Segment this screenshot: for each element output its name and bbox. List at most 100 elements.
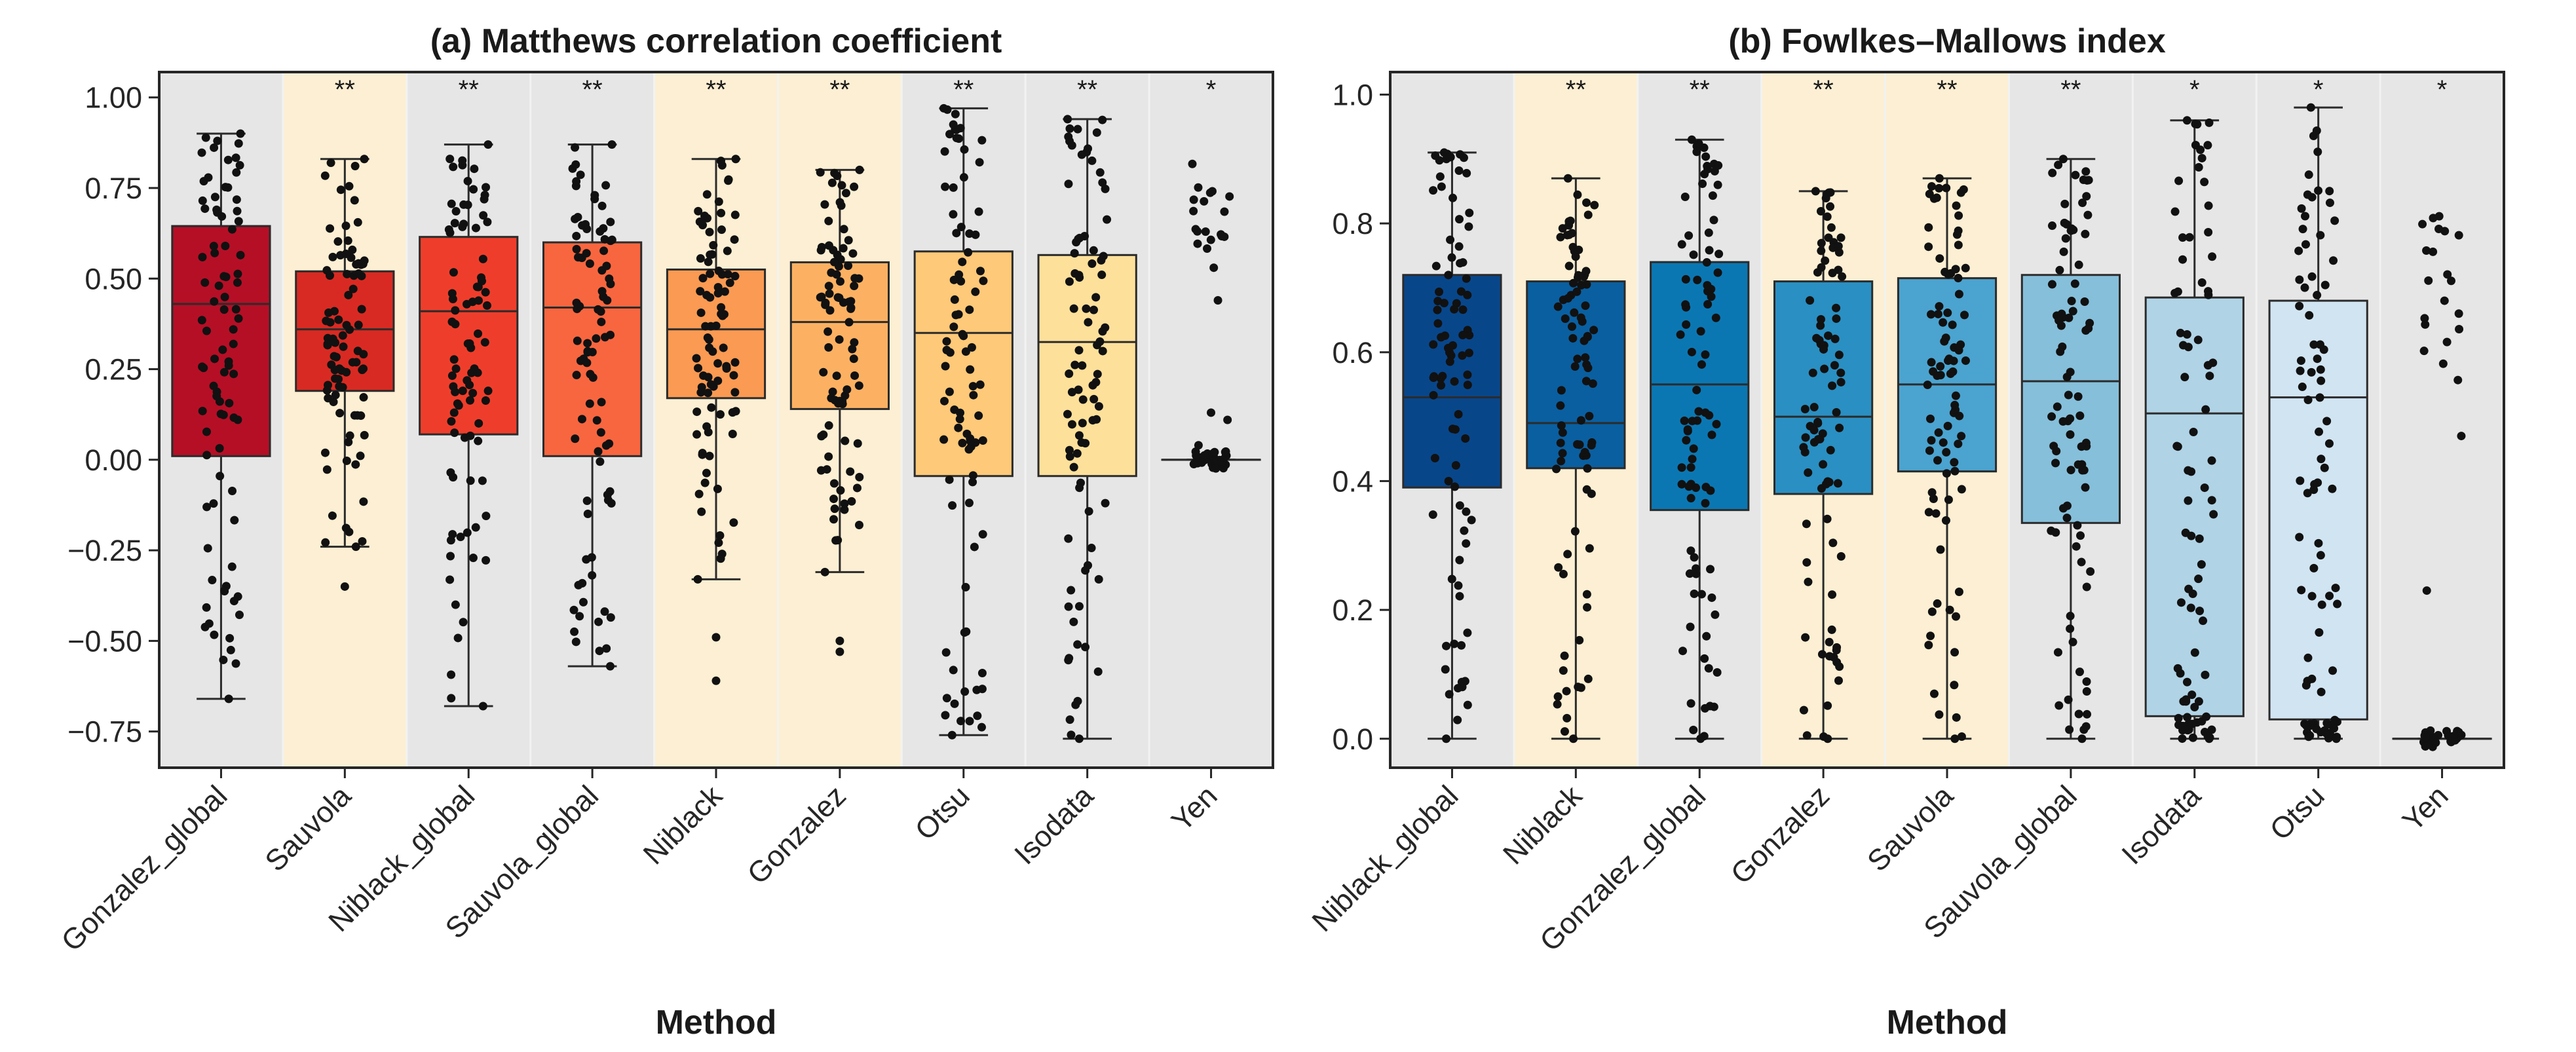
data-point bbox=[224, 694, 233, 704]
data-point bbox=[2431, 738, 2440, 747]
data-point bbox=[696, 287, 705, 296]
data-point bbox=[1200, 197, 1209, 206]
data-point bbox=[336, 185, 345, 195]
data-point bbox=[1429, 340, 1438, 349]
data-point bbox=[2075, 411, 2085, 421]
data-point bbox=[1458, 305, 1468, 314]
data-point bbox=[824, 282, 833, 291]
data-point bbox=[1465, 208, 1474, 217]
data-point bbox=[227, 562, 237, 571]
data-point bbox=[830, 504, 839, 514]
data-point bbox=[954, 310, 963, 319]
data-point bbox=[960, 687, 970, 696]
data-point bbox=[1091, 293, 1101, 302]
data-point bbox=[1954, 240, 1963, 250]
data-point bbox=[1686, 699, 1695, 708]
data-point bbox=[326, 318, 335, 327]
data-point bbox=[2201, 405, 2210, 414]
data-point bbox=[2208, 252, 2217, 261]
data-point bbox=[1435, 287, 1444, 296]
data-point bbox=[213, 208, 222, 217]
data-point bbox=[966, 365, 975, 374]
data-point bbox=[1450, 305, 1459, 314]
data-point bbox=[1567, 322, 1576, 331]
data-point bbox=[1446, 235, 1455, 244]
data-point bbox=[1459, 153, 1468, 162]
data-point bbox=[2301, 212, 2310, 221]
data-point bbox=[1454, 581, 1463, 590]
data-point bbox=[585, 259, 594, 268]
data-point bbox=[1950, 400, 1960, 409]
data-point bbox=[1819, 460, 1828, 469]
data-point bbox=[1075, 483, 1084, 493]
data-point bbox=[1698, 179, 1707, 189]
data-point bbox=[210, 193, 219, 202]
data-point bbox=[949, 210, 958, 219]
data-point bbox=[1677, 479, 1686, 489]
data-point bbox=[1574, 271, 1583, 280]
data-point bbox=[600, 607, 609, 616]
data-point bbox=[331, 352, 341, 362]
x-tick-label: Sauvola bbox=[1861, 778, 1960, 878]
data-point bbox=[1701, 408, 1710, 417]
data-point bbox=[1074, 431, 1084, 440]
data-point bbox=[1946, 369, 1955, 379]
data-point bbox=[1574, 246, 1583, 255]
data-point bbox=[1556, 233, 1565, 242]
data-point bbox=[706, 380, 715, 389]
data-point bbox=[1441, 331, 1450, 340]
significance-marker: ** bbox=[1566, 75, 1586, 104]
data-point bbox=[2072, 542, 2081, 551]
data-point bbox=[1065, 369, 1074, 378]
data-point bbox=[1093, 369, 1102, 379]
data-point bbox=[1073, 124, 1082, 134]
data-point bbox=[728, 429, 737, 438]
data-point bbox=[835, 198, 844, 207]
data-point bbox=[837, 181, 846, 190]
data-point bbox=[1097, 255, 1106, 265]
data-point bbox=[1209, 449, 1218, 458]
data-point bbox=[358, 536, 367, 546]
data-point bbox=[1073, 640, 1082, 649]
data-point bbox=[1583, 603, 1592, 612]
data-point bbox=[469, 185, 478, 194]
data-point bbox=[1692, 385, 1701, 394]
data-point bbox=[1684, 231, 1694, 240]
data-point bbox=[840, 499, 849, 508]
data-point bbox=[1582, 198, 1591, 207]
data-point bbox=[707, 403, 716, 412]
data-point bbox=[1835, 423, 1844, 432]
data-point bbox=[950, 699, 959, 708]
data-point bbox=[1945, 605, 1954, 614]
data-point bbox=[2301, 681, 2311, 690]
data-point bbox=[219, 586, 229, 595]
data-point bbox=[974, 411, 983, 421]
data-point bbox=[729, 518, 738, 527]
data-point bbox=[1827, 223, 1836, 232]
data-point bbox=[961, 347, 970, 356]
data-point bbox=[1696, 734, 1705, 743]
data-point bbox=[833, 172, 842, 181]
data-point bbox=[1701, 350, 1710, 359]
data-point bbox=[2419, 347, 2429, 356]
data-point bbox=[2184, 343, 2193, 352]
data-point bbox=[1209, 263, 1219, 272]
data-point bbox=[959, 331, 968, 341]
data-point bbox=[1935, 710, 1944, 719]
data-point bbox=[1065, 715, 1074, 724]
data-point bbox=[606, 280, 615, 289]
data-point bbox=[2170, 207, 2180, 216]
data-point bbox=[2066, 611, 2075, 620]
data-point bbox=[1081, 643, 1090, 652]
data-point bbox=[1952, 230, 1961, 239]
data-point bbox=[1688, 417, 1697, 426]
data-point bbox=[1832, 314, 1841, 323]
data-point bbox=[571, 160, 580, 169]
data-point bbox=[854, 381, 863, 390]
data-point bbox=[1559, 569, 1568, 578]
data-point bbox=[601, 441, 611, 450]
data-point bbox=[840, 505, 849, 514]
data-point bbox=[1581, 301, 1590, 310]
data-point bbox=[1559, 666, 1568, 675]
data-point bbox=[597, 317, 606, 326]
